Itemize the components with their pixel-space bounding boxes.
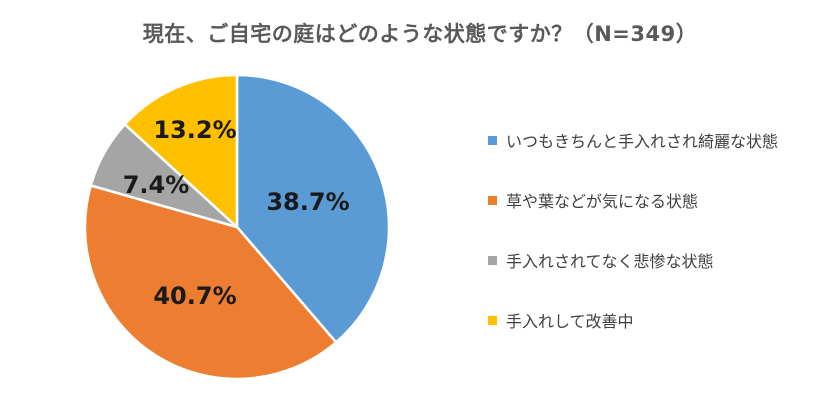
pie-slice-1 (235, 73, 391, 344)
legend-label: 手入れされてなく悲惨な状態 (506, 252, 714, 271)
legend-swatch (488, 315, 497, 325)
legend: いつもきちんと手入れされ綺麗な状態 草や葉などが気になる状態 手入れされてなく悲惨な… (488, 130, 778, 370)
pie-slice-4 (123, 73, 239, 229)
slice-data-label-2: 40.7% (153, 282, 236, 310)
slice-data-label-3: 7.4% (123, 171, 190, 199)
legend-item-3: 手入れされてなく悲惨な状態 (488, 250, 778, 271)
legend-swatch (488, 255, 497, 265)
pie-slice-2 (83, 184, 338, 381)
legend-item-4: 手入れして改善中 (488, 310, 778, 331)
legend-item-1: いつもきちんと手入れされ綺麗な状態 (488, 130, 779, 151)
legend-item-2: 草や葉などが気になる状態 (488, 190, 778, 211)
legend-swatch (488, 135, 497, 145)
chart-title: 現在、ご自宅の庭はどのような状態ですか？（N=349） (142, 22, 698, 46)
slice-data-label-4: 13.2% (153, 116, 236, 144)
legend-label: 草や葉などが気になる状態 (506, 192, 699, 211)
legend-swatch (488, 195, 497, 205)
slice-data-label-1: 38.7% (266, 188, 349, 216)
legend-label: いつもきちんと手入れされ綺麗な状態 (506, 132, 779, 151)
legend-label: 手入れして改善中 (506, 312, 634, 331)
